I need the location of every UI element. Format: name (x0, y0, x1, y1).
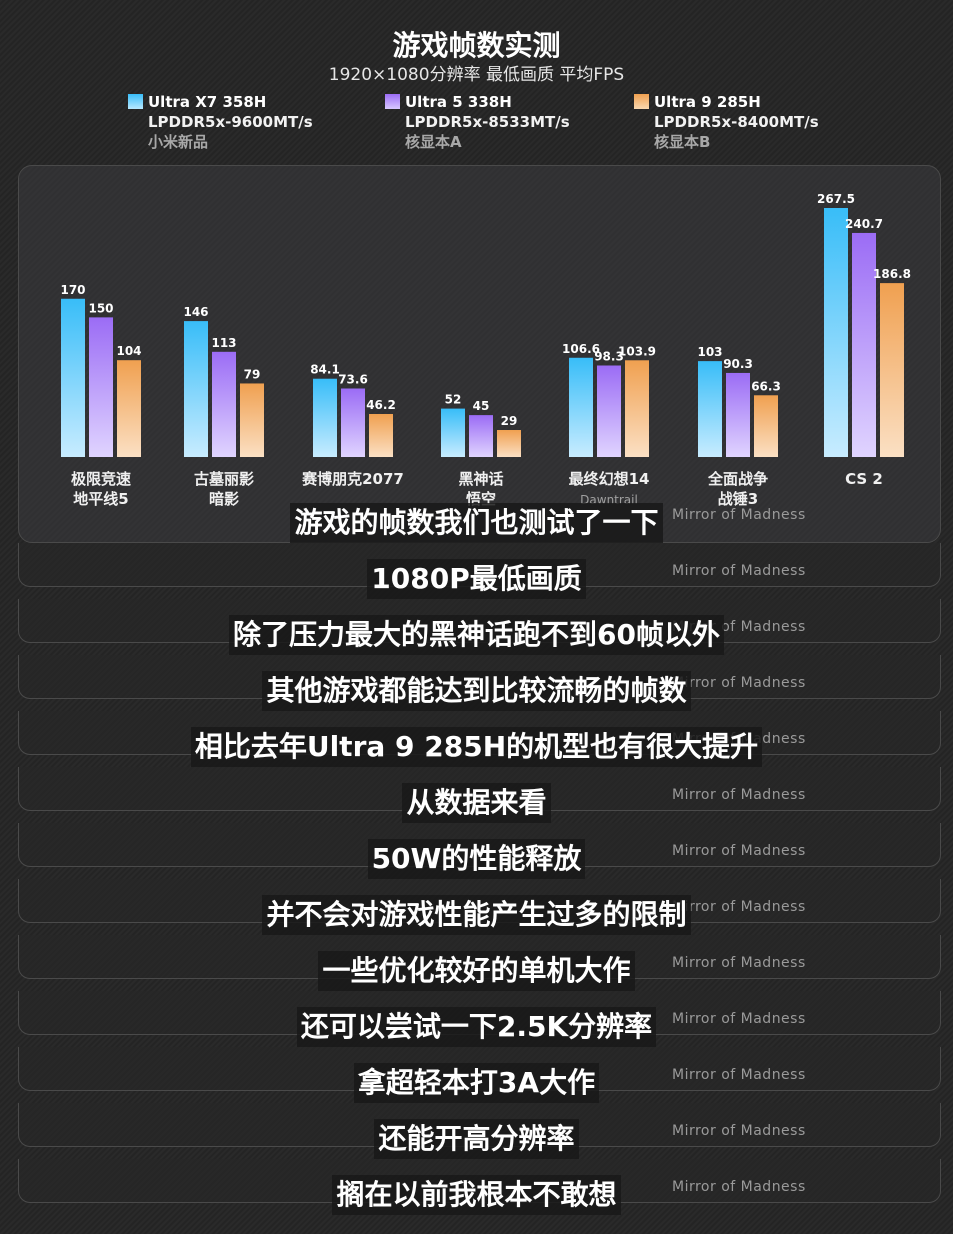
category-label-3-0: 黑神话 (458, 470, 503, 488)
value-label-2-3: 29 (501, 414, 518, 428)
category-label-6-0: CS 2 (845, 470, 883, 488)
value-label-1-5: 90.3 (723, 357, 753, 371)
category-label-5-1: 战锤3 (718, 490, 758, 508)
watermark: Mirror of Madness (672, 1123, 806, 1139)
bar-0-2 (313, 378, 337, 457)
legend-item-ultra-x7: Ultra X7 358H LPDDR5x-9600MT/s 小米新品 (128, 92, 313, 152)
value-label-2-1: 79 (244, 367, 261, 381)
value-label-1-1: 113 (211, 336, 236, 350)
legend-swatch-ultra-9 (634, 94, 649, 109)
value-label-0-5: 103 (697, 345, 722, 359)
value-label-1-3: 45 (473, 399, 490, 413)
watermark: Mirror of Madness (672, 619, 806, 635)
value-label-1-0: 150 (88, 301, 113, 315)
legend-item-ultra-5: Ultra 5 338H LPDDR5x-8533MT/s 核显本A (385, 92, 570, 152)
category-label-4-0: 最终幻想14 (569, 470, 650, 488)
value-label-0-0: 170 (60, 283, 85, 297)
watermark: Mirror of Madness (672, 1179, 806, 1195)
watermark: Mirror of Madness (672, 1011, 806, 1027)
value-label-0-1: 146 (183, 305, 208, 319)
category-label-1-1: 暗影 (209, 490, 239, 508)
legend-memory: LPDDR5x-9600MT/s (148, 113, 313, 131)
bar-1-0 (89, 317, 113, 457)
bar-2-5 (754, 395, 778, 457)
legend-device: 核显本A (405, 133, 462, 151)
category-label-1-0: 古墓丽影 (194, 470, 254, 488)
legend-item-ultra-9: Ultra 9 285H LPDDR5x-8400MT/s 核显本B (634, 92, 819, 152)
bar-0-4 (569, 357, 593, 457)
chart-panel: 170 150 104 极限竞速地平线5 146 113 79 古墓丽影暗影 84.1 73.6 4… (18, 165, 941, 543)
legend-name: Ultra X7 358H (148, 93, 267, 111)
watermark: Mirror of Madness (672, 955, 806, 971)
category-label-5-0: 全面战争 (707, 470, 768, 488)
watermark: Mirror of Madness (672, 1067, 806, 1083)
bar-0-3 (441, 408, 465, 457)
watermark: Mirror of Madness (672, 731, 806, 747)
bar-1-1 (212, 351, 236, 457)
bar-2-0 (117, 360, 141, 457)
category-label-2-0: 赛博朋克2077 (301, 470, 404, 488)
value-label-2-5: 66.3 (751, 379, 781, 393)
legend-memory: LPDDR5x-8400MT/s (654, 113, 819, 131)
bar-1-6 (852, 232, 876, 457)
value-label-1-6: 240.7 (845, 217, 883, 231)
legend-name: Ultra 5 338H (405, 93, 512, 111)
chart-title: 游戏帧数实测 (392, 29, 561, 62)
bar-0-6 (824, 208, 848, 457)
legend-device: 小米新品 (148, 133, 209, 151)
legend-swatch-ultra-x7 (128, 94, 143, 109)
value-label-1-4: 98.3 (594, 349, 624, 363)
value-label-2-4: 103.9 (618, 344, 656, 358)
bar-2-1 (240, 383, 264, 457)
bar-2-3 (497, 430, 521, 457)
bar-1-4 (597, 365, 621, 457)
value-label-0-6: 267.5 (817, 192, 855, 206)
category-label-4-1: Dawntrail (580, 493, 638, 507)
value-label-2-0: 104 (116, 344, 141, 358)
watermark: Mirror of Madness (672, 899, 806, 915)
watermark: Mirror of Madness (672, 507, 806, 523)
watermark: Mirror of Madness (672, 843, 806, 859)
category-label-3-1: 悟空 (466, 490, 496, 508)
bar-0-5 (698, 361, 722, 457)
bar-1-5 (726, 372, 750, 457)
value-label-0-3: 52 (445, 393, 462, 407)
legend-swatch-ultra-5 (385, 94, 400, 109)
chart-subtitle: 1920×1080分辨率 最低画质 平均FPS (328, 65, 625, 85)
legend-memory: LPDDR5x-8533MT/s (405, 113, 570, 131)
value-label-2-6: 186.8 (873, 267, 911, 281)
bar-1-3 (469, 415, 493, 457)
value-label-0-4: 106.6 (562, 342, 600, 356)
value-label-0-2: 84.1 (310, 363, 340, 377)
legend-name: Ultra 9 285H (654, 93, 761, 111)
value-label-2-2: 46.2 (366, 398, 396, 412)
watermark: Mirror of Madness (672, 563, 806, 579)
legend-device: 核显本B (654, 133, 711, 151)
bar-1-2 (341, 388, 365, 457)
watermark: Mirror of Madness (672, 787, 806, 803)
bar-2-4 (625, 360, 649, 457)
category-label-0-1: 地平线5 (73, 490, 128, 508)
watermark: Mirror of Madness (672, 675, 806, 691)
category-label-0-0: 极限竞速 (71, 470, 131, 488)
bar-2-2 (369, 413, 393, 457)
bar-2-6 (880, 283, 904, 457)
bar-0-1 (184, 321, 208, 457)
bar-0-0 (61, 298, 85, 457)
value-label-1-2: 73.6 (338, 372, 368, 386)
